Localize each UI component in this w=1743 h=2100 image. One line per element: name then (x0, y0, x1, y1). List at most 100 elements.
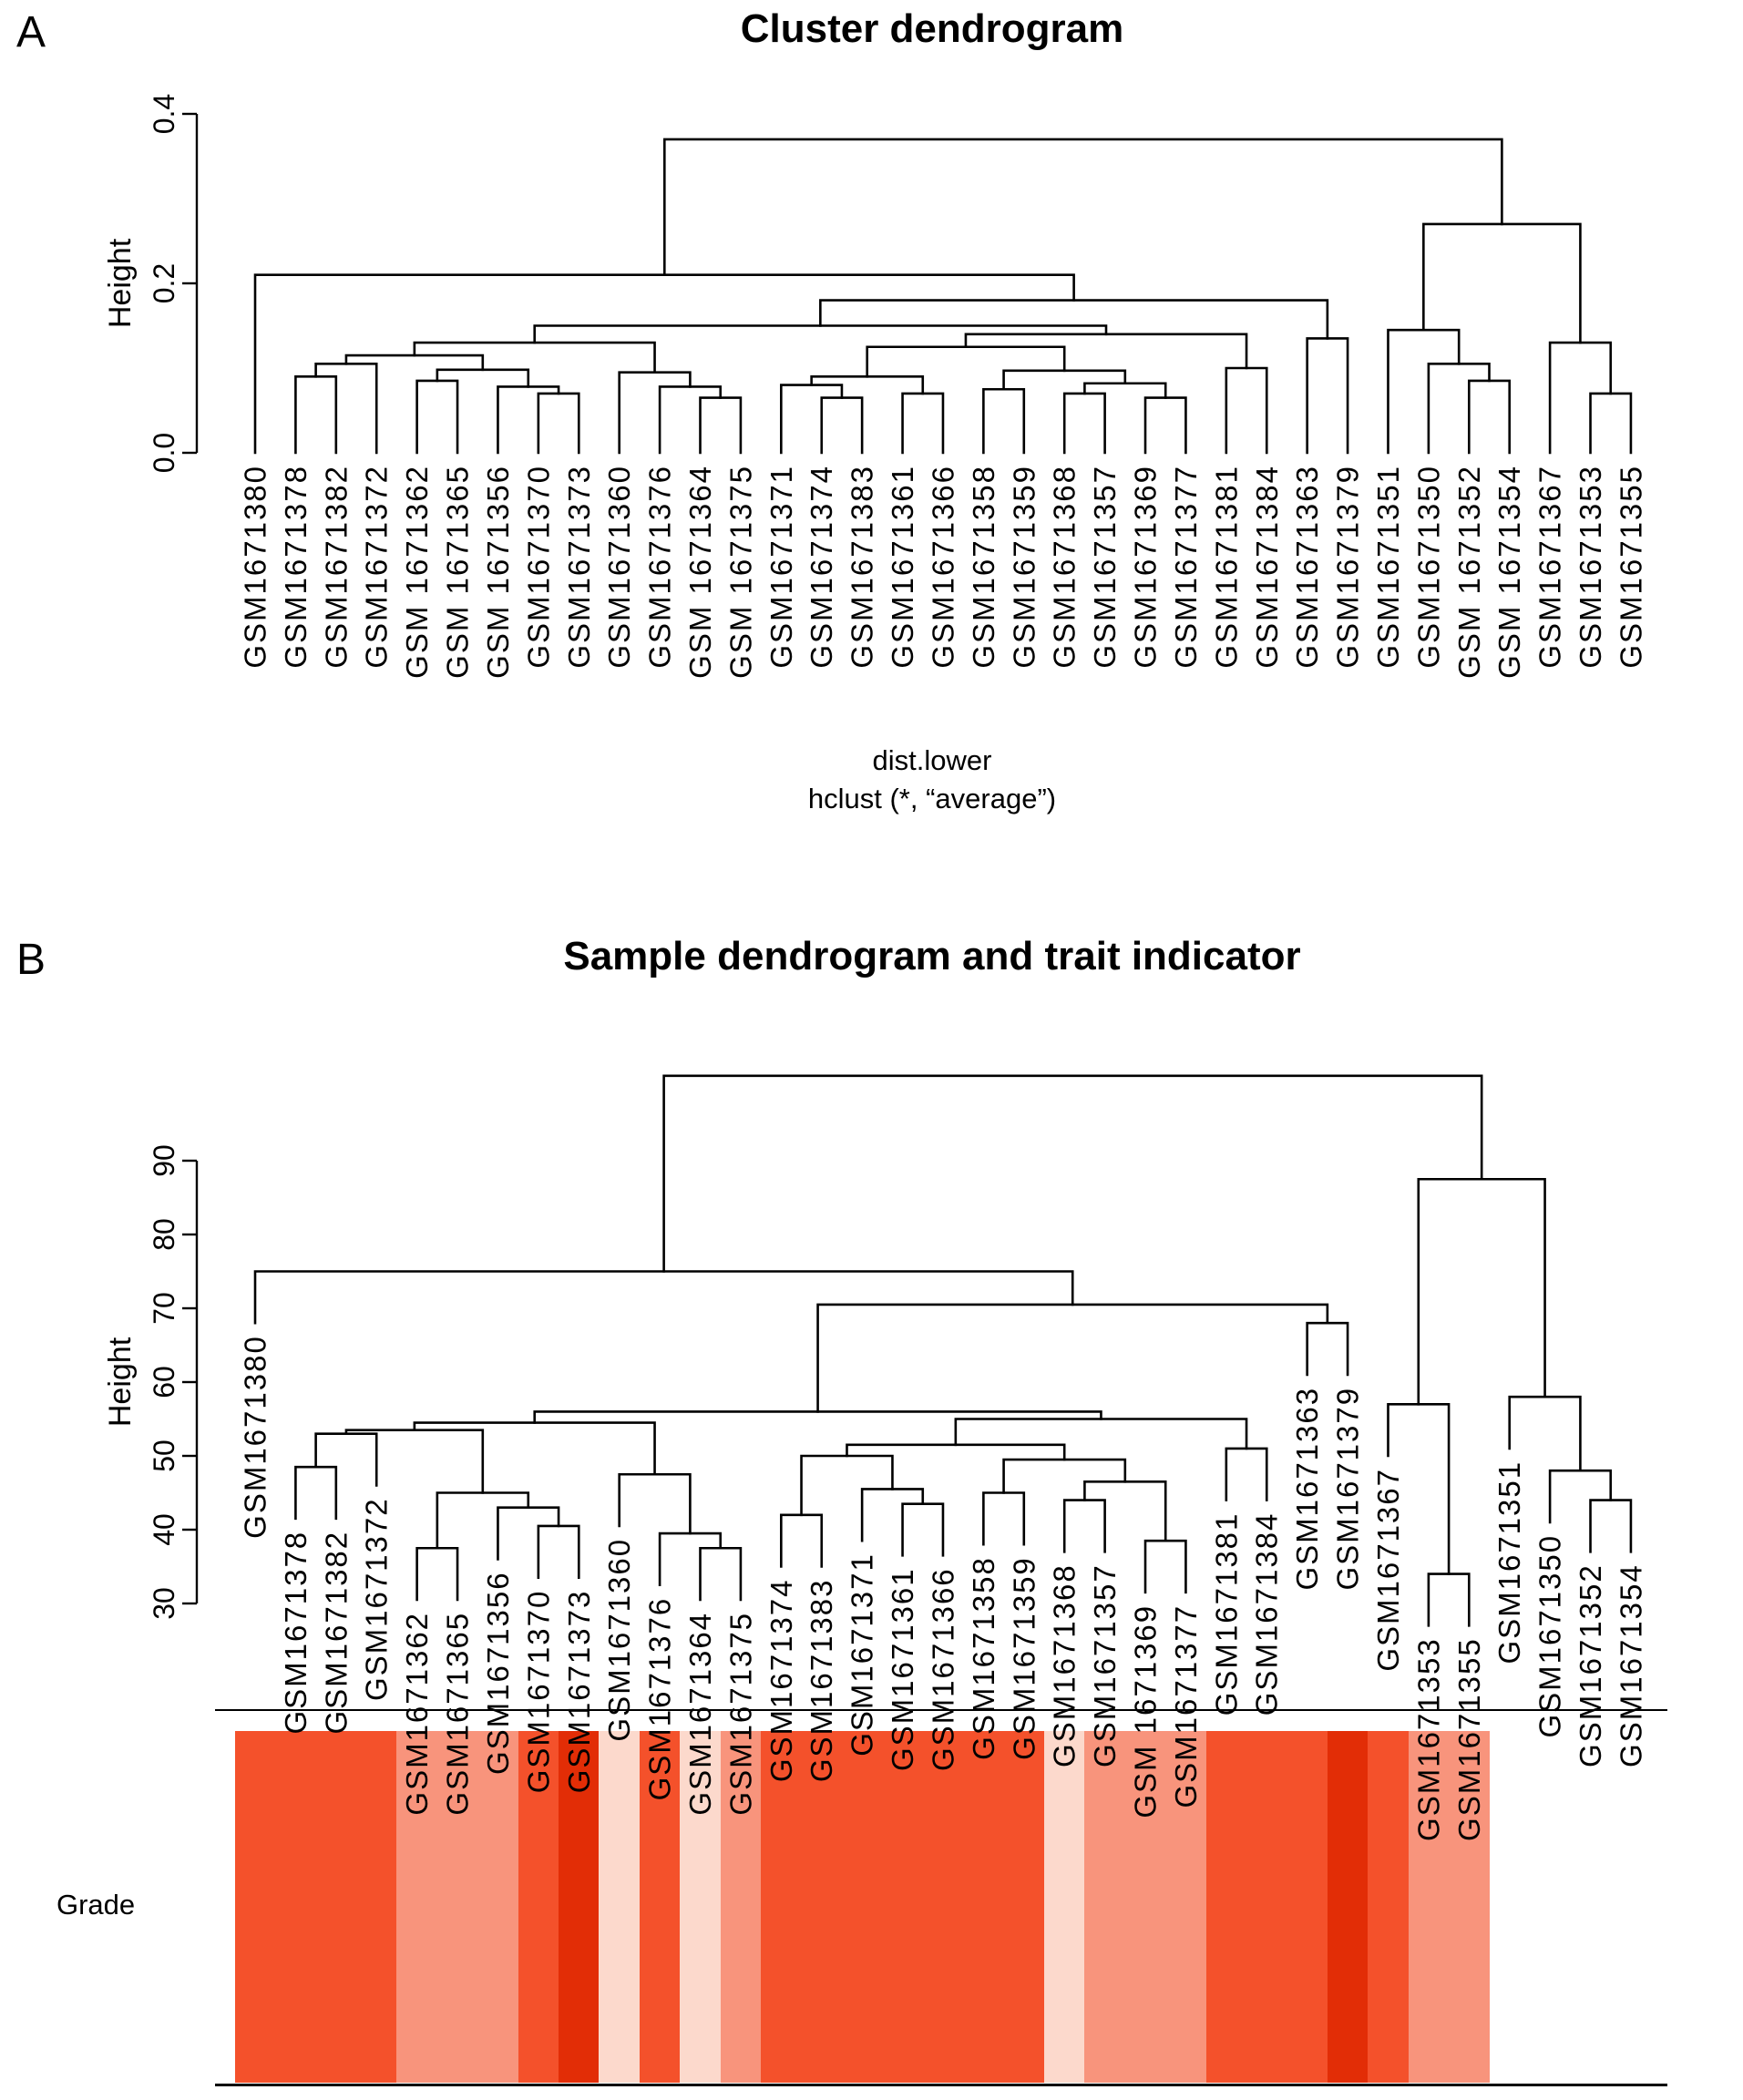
dendrogram-link (497, 385, 560, 455)
dendrogram-link (699, 1546, 743, 1602)
dendrogram-link (413, 341, 656, 374)
trait-cell (1246, 1731, 1288, 2083)
leaf-label: GSM1671384 (1250, 1512, 1284, 1716)
panel-a-letter: A (16, 8, 46, 56)
leaf-label: GSM1671361 (886, 465, 919, 669)
y-tick-label: 0.0 (148, 433, 180, 473)
leaf-label: GSM1671371 (846, 1552, 879, 1757)
leaf-label: GSM 1671354 (1492, 465, 1526, 679)
dendrogram-link (982, 387, 1026, 455)
dendrogram-link (533, 324, 1108, 344)
dendrogram-link (1002, 369, 1127, 391)
dendrogram-link (1083, 1480, 1167, 1542)
dendrogram-link (1387, 1403, 1451, 1575)
dendrogram-link (533, 1410, 1102, 1424)
leaf-label: GSM1671383 (846, 465, 879, 669)
dendrogram-link (810, 375, 925, 395)
trait-cell (599, 1731, 641, 2083)
trait-cell (720, 1731, 762, 2083)
dendrogram-link (1225, 1447, 1268, 1501)
dendrogram-link (1062, 392, 1106, 455)
dendrogram-link (1225, 366, 1268, 455)
dendrogram-link (415, 379, 459, 455)
trait-strip-top-border (215, 1709, 1667, 1711)
trait-cell (841, 1731, 883, 2083)
leaf-label: GSM1671377 (1169, 465, 1203, 669)
dendrogram-link (901, 392, 945, 455)
dendrogram-link (344, 1429, 485, 1494)
trait-cell (801, 1731, 843, 2083)
trait-cell (761, 1731, 803, 2083)
leaf-label: GSM1671372 (360, 465, 394, 669)
dendrogram-link (415, 1546, 459, 1602)
leaf-label: GSM1671384 (1250, 465, 1284, 669)
trait-cell (1327, 1731, 1369, 2083)
leaf-label: GSM1671367 (1533, 465, 1567, 669)
trait-cell (922, 1731, 964, 2083)
dendrogram-link (819, 299, 1329, 340)
leaf-label: GSM1671355 (1614, 465, 1647, 669)
trait-cell (1489, 1731, 1531, 2083)
leaf-label: GSM1671357 (1088, 465, 1122, 669)
dendrogram-link (1306, 337, 1349, 455)
leaf-label: GSM1671379 (1331, 465, 1365, 669)
dendrogram-link (1143, 396, 1187, 455)
trait-cell (396, 1731, 438, 2083)
leaf-label: GSM1671371 (764, 465, 798, 669)
trait-cell (275, 1731, 317, 2083)
leaf-label: GSM1671382 (319, 465, 353, 669)
trait-cell (1287, 1731, 1328, 2083)
leaf-label: GSM1671369 (1129, 465, 1163, 669)
dendrogram-link (1083, 382, 1167, 399)
dendrogram-link (1548, 341, 1613, 455)
dendrogram-link (663, 138, 1503, 276)
trait-cell (1449, 1731, 1491, 2083)
dendrogram-link (1427, 1572, 1471, 1627)
leaf-label: GSM1671374 (805, 465, 838, 669)
leaf-label: GSM 1671364 (683, 465, 717, 679)
leaf-label: GSM 1671356 (481, 465, 515, 679)
dendrogram-link (537, 1524, 580, 1579)
dendrogram-link (497, 1506, 560, 1561)
panel-a-footer-line1: dist.lower (872, 744, 992, 776)
leaf-label: GSM1671367 (1371, 1468, 1405, 1672)
leaf-label: GSM1671353 (1574, 465, 1607, 669)
dendrogram-link (1589, 1499, 1633, 1553)
leaf-label: GSM1671370 (521, 465, 555, 669)
dendrogram-link (699, 396, 743, 455)
dendrogram-link (618, 1472, 692, 1535)
trait-cell (1408, 1731, 1450, 2083)
trait-cell (1043, 1731, 1085, 2083)
dendrogram-link (294, 375, 338, 455)
trait-indicator-strip (0, 1731, 1743, 2083)
leaf-label: GSM1671360 (602, 465, 636, 669)
trait-cell (1003, 1731, 1045, 2083)
trait-cell (1529, 1731, 1571, 2083)
dendrogram-link (658, 1531, 723, 1587)
leaf-label: GSM1671350 (1533, 1534, 1567, 1738)
y-axis-title: Height (103, 238, 138, 328)
trait-cell (315, 1731, 357, 2083)
trait-cell (882, 1731, 924, 2083)
trait-cell (356, 1731, 398, 2083)
dendrogram-link (537, 392, 580, 455)
dendrogram-link (780, 1513, 824, 1568)
dendrogram-link (1427, 363, 1491, 455)
dendrogram-link (413, 1421, 656, 1476)
leaf-label: GSM1671360 (602, 1538, 636, 1742)
trait-cell (680, 1731, 722, 2083)
leaf-label: GSM1671373 (562, 465, 596, 669)
trait-cell (963, 1731, 1005, 2083)
dendrogram-link (800, 1454, 894, 1517)
leaf-label: GSM1671363 (1290, 465, 1324, 669)
dendrogram-link (1062, 1499, 1106, 1553)
dendrogram-link (866, 345, 1066, 378)
leaf-label: GSM 1671352 (1452, 465, 1486, 679)
trait-strip-bottom-border (215, 2084, 1667, 2086)
panel-a-footer-line2: hclust (*, “average”) (807, 783, 1057, 814)
dendrogram-link (1422, 222, 1582, 344)
leaf-label: GSM1671381 (1209, 465, 1243, 669)
y-tick-label: 50 (148, 1439, 180, 1472)
dendrogram-link (662, 1074, 1483, 1273)
